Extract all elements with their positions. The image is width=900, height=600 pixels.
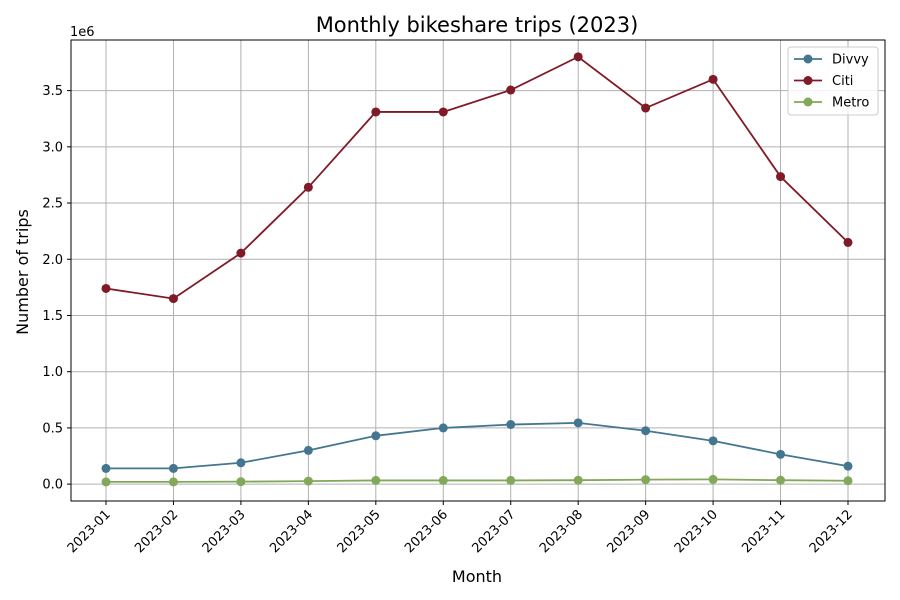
y-tick-label: 0.0 <box>42 478 63 493</box>
data-point <box>776 172 786 182</box>
data-point <box>168 463 178 473</box>
data-point <box>776 475 786 485</box>
data-point <box>371 475 381 485</box>
data-point <box>641 475 651 485</box>
plot-frame <box>70 39 886 502</box>
series-layer <box>101 52 853 487</box>
data-point <box>506 475 516 485</box>
legend-marker <box>803 97 813 107</box>
y-tick-label: 1.5 <box>42 309 63 324</box>
legend-item-divvy: Divvy <box>794 53 869 68</box>
legend-box <box>787 46 879 116</box>
data-point <box>101 477 111 487</box>
data-point <box>708 436 718 446</box>
x-axis-title: Month <box>452 567 502 586</box>
data-point <box>438 475 448 485</box>
series-metro <box>101 474 853 487</box>
data-point <box>101 463 111 473</box>
data-point <box>843 461 853 471</box>
y-axis: 0.0 0.5 1.0 1.5 2.0 2.5 3.0 3.5 <box>42 84 71 493</box>
data-point <box>438 107 448 117</box>
series-citi <box>101 52 853 304</box>
y-axis-offset-label: 1e6 <box>70 25 95 40</box>
data-point <box>573 475 583 485</box>
y-tick-label: 2.0 <box>42 253 63 268</box>
data-point <box>438 423 448 433</box>
y-axis-title: Number of trips <box>13 209 32 335</box>
series-line <box>106 478 849 483</box>
data-point <box>371 107 381 117</box>
data-point <box>371 431 381 441</box>
y-tick-label: 1.0 <box>42 365 63 380</box>
legend-label: Citi <box>832 74 853 89</box>
y-tick-label: 3.5 <box>42 84 63 99</box>
legend-item-citi: Citi <box>794 74 853 89</box>
data-point <box>506 85 516 95</box>
data-point <box>573 52 583 62</box>
data-point <box>303 476 313 486</box>
data-point <box>101 283 111 293</box>
data-point <box>168 294 178 304</box>
data-point <box>641 426 651 436</box>
legend: Divvy Citi Metro <box>787 46 879 116</box>
data-point <box>708 74 718 84</box>
data-point <box>303 182 313 192</box>
data-point <box>506 420 516 430</box>
legend-label: Divvy <box>832 53 869 68</box>
data-point <box>641 103 651 113</box>
chart-title: Monthly bikeshare trips (2023) <box>316 13 639 37</box>
data-point <box>236 458 246 468</box>
y-tick-label: 3.0 <box>42 140 63 155</box>
series-divvy <box>101 418 853 473</box>
legend-marker <box>803 76 813 85</box>
data-point <box>843 237 853 247</box>
series-line <box>105 55 849 300</box>
series-line <box>106 421 849 470</box>
data-point <box>168 477 178 487</box>
data-point <box>708 474 718 484</box>
data-point <box>236 477 246 487</box>
legend-item-metro: Metro <box>794 96 869 111</box>
data-point <box>776 449 786 459</box>
data-point <box>573 418 583 428</box>
y-tick-label: 2.5 <box>42 197 63 212</box>
legend-marker <box>803 54 813 64</box>
data-point <box>843 476 853 486</box>
y-tick-label: 0.5 <box>42 421 63 436</box>
legend-label: Metro <box>832 96 869 111</box>
data-point <box>236 248 246 258</box>
data-point <box>303 445 313 455</box>
